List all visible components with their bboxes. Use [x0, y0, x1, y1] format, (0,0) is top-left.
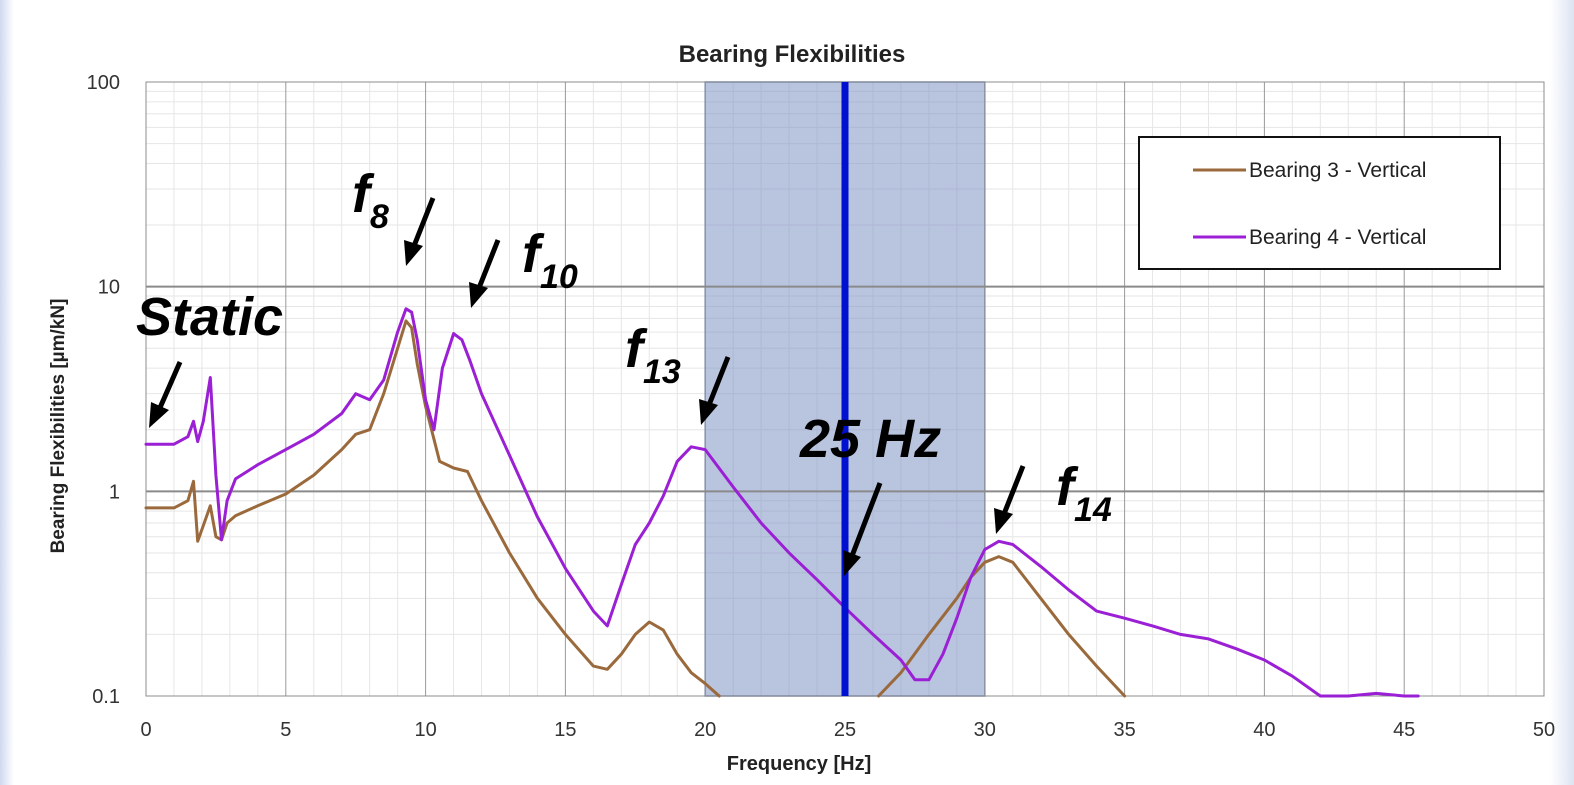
ticks-layer: 0 5 10 15 20 25 30 35 40 45 50 0.1 1 10 100 — [87, 72, 1556, 741]
annotation-f14-label: f14 — [1056, 457, 1112, 529]
y-tick-label: 0.1 — [92, 686, 120, 708]
series-line-1 — [877, 555, 1127, 698]
series-line-1 — [144, 319, 721, 698]
annotation-f14-arrowhead — [994, 508, 1013, 534]
x-axis-label: Frequency [Hz] — [727, 753, 871, 775]
annotation-f13-label: f13 — [625, 319, 681, 391]
legend-label-bearing-4: Bearing 4 - Vertical — [1249, 226, 1426, 249]
annotation-25hz-arrow — [849, 482, 883, 557]
x-tick-label: 10 — [414, 719, 436, 741]
annotation-f10-arrow — [476, 239, 501, 289]
annotation-f13: f13 — [625, 319, 731, 425]
x-tick-label: 15 — [554, 719, 576, 741]
annotation-static-arrowhead — [149, 402, 169, 428]
y-tick-label: 1 — [109, 481, 120, 503]
x-tick-label: 50 — [1533, 719, 1555, 741]
x-tick-label: 5 — [280, 719, 291, 741]
series-1 — [144, 319, 1127, 698]
x-tick-label: 45 — [1393, 719, 1415, 741]
series-line-2 — [144, 307, 1420, 698]
annotation-f14: f14 — [994, 457, 1112, 534]
annotation-25hz: 25 Hz — [799, 409, 941, 576]
y-tick-label: 100 — [87, 72, 120, 94]
chart-title: Bearing Flexibilities — [679, 41, 906, 68]
annotation-f10-label: f10 — [522, 224, 578, 296]
annotation-static-label: Static — [136, 287, 283, 347]
annotation-static-arrow — [156, 360, 183, 412]
legend: Bearing 3 - Vertical Bearing 4 - Vertica… — [1138, 136, 1501, 270]
annotation-f13-arrowhead — [699, 399, 718, 425]
legend-label-bearing-3: Bearing 3 - Vertical — [1249, 159, 1426, 182]
annotation-f8-arrow — [411, 197, 436, 247]
series-layer — [144, 307, 1420, 698]
x-tick-label: 20 — [694, 719, 716, 741]
annotation-f13-arrow — [706, 356, 731, 406]
annotation-25hz-arrowhead — [843, 550, 861, 576]
series-2 — [144, 307, 1420, 698]
annotation-f10-arrowhead — [469, 282, 488, 308]
annotation-f8-label: f8 — [352, 164, 389, 236]
annotation-f10: f10 — [469, 224, 578, 308]
x-tick-label: 0 — [140, 719, 151, 741]
x-tick-label: 35 — [1113, 719, 1135, 741]
legend-box — [1138, 136, 1501, 270]
x-tick-label: 30 — [974, 719, 996, 741]
y-axis-label: Bearing Flexibilities [µm/kN] — [48, 299, 69, 554]
annotation-f8: f8 — [352, 164, 436, 266]
x-tick-label: 40 — [1253, 719, 1275, 741]
annotation-f8-arrowhead — [404, 240, 423, 266]
y-tick-label: 10 — [98, 277, 120, 299]
x-tick-label: 25 — [834, 719, 856, 741]
annotation-static: Static — [136, 287, 283, 428]
annotation-f14-arrow — [1001, 465, 1026, 515]
annotation-25hz-label: 25 Hz — [799, 409, 941, 469]
